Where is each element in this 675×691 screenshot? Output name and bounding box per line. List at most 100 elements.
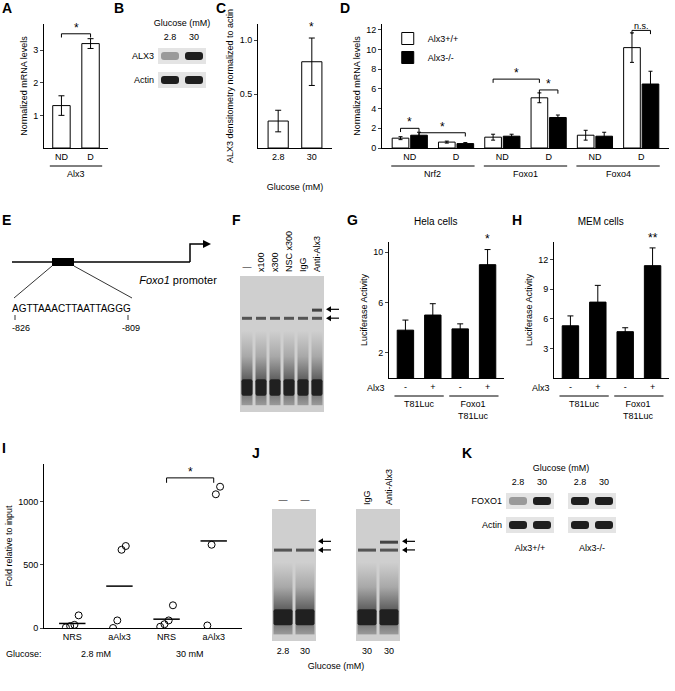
svg-text:Luciferase Activity: Luciferase Activity	[359, 273, 369, 346]
svg-text:-809: -809	[122, 323, 140, 333]
svg-text:ND: ND	[403, 152, 416, 162]
svg-text:30: 30	[189, 32, 199, 42]
svg-text:0: 0	[371, 143, 376, 153]
svg-text:Foxo1T81Luc: Foxo1T81Luc	[623, 399, 654, 421]
svg-text:ND: ND	[496, 152, 509, 162]
svg-text:ND: ND	[55, 152, 68, 162]
svg-text:6: 6	[543, 314, 548, 324]
svg-text:aAlx3: aAlx3	[202, 632, 225, 642]
svg-text:ALX3 densitometry normalized t: ALX3 densitometry normalized to actin	[225, 9, 235, 163]
svg-text:Foxo1: Foxo1	[513, 169, 538, 179]
svg-text:Glucose (mM): Glucose (mM)	[308, 661, 365, 671]
svg-text:30: 30	[599, 477, 609, 487]
svg-text:Normalized mRNA levels: Normalized mRNA levels	[19, 36, 29, 136]
svg-text:NSC x300: NSC x300	[284, 231, 294, 272]
svg-text:30 mM: 30 mM	[176, 649, 204, 659]
svg-text:2.8: 2.8	[277, 646, 290, 656]
svg-text:2.8: 2.8	[164, 32, 177, 42]
svg-text:**: **	[648, 231, 658, 245]
svg-text:-: -	[569, 382, 572, 392]
svg-text:-826: -826	[12, 323, 30, 333]
svg-text:*: *	[485, 232, 490, 246]
svg-text:Foxo1 promoter: Foxo1 promoter	[139, 274, 217, 286]
svg-text:IgG: IgG	[362, 490, 372, 505]
svg-text:1: 1	[33, 111, 38, 121]
svg-text:ALX3: ALX3	[132, 51, 154, 61]
svg-text:-: -	[624, 382, 627, 392]
svg-text:Glucose:: Glucose:	[6, 649, 42, 659]
svg-text:—: —	[301, 495, 310, 505]
svg-text:ND: ND	[588, 152, 601, 162]
svg-text:*: *	[546, 77, 551, 91]
svg-text:Luciferase Activity: Luciferase Activity	[524, 273, 534, 346]
svg-text:2: 2	[33, 78, 38, 88]
svg-text:Anti-Alx3: Anti-Alx3	[384, 469, 394, 505]
svg-text:Normalized mRNA levels: Normalized mRNA levels	[352, 36, 362, 136]
svg-text:6: 6	[378, 298, 383, 308]
svg-text:*: *	[440, 120, 445, 134]
svg-text:2.8 mM: 2.8 mM	[81, 649, 111, 659]
svg-text:9: 9	[543, 284, 548, 294]
svg-text:Anti-Alx3: Anti-Alx3	[312, 236, 322, 272]
svg-text:3: 3	[543, 344, 548, 354]
svg-text:Alx3: Alx3	[532, 383, 550, 393]
svg-text:aAlx3: aAlx3	[108, 632, 131, 642]
svg-text:30: 30	[362, 646, 372, 656]
svg-text:*: *	[309, 20, 314, 34]
svg-text:Alx3+/+: Alx3+/+	[515, 543, 546, 553]
svg-text:8: 8	[371, 64, 376, 74]
svg-text:T81Luc: T81Luc	[569, 399, 600, 409]
svg-text:Foxo1T81Luc: Foxo1T81Luc	[458, 399, 489, 421]
svg-text:10: 10	[366, 45, 376, 55]
svg-text:-: -	[404, 382, 407, 392]
svg-text:D: D	[87, 152, 94, 162]
svg-text:1000: 1000	[18, 497, 38, 507]
svg-text:1.0: 1.0	[240, 35, 253, 45]
svg-text:Glucose (mM): Glucose (mM)	[533, 463, 590, 473]
svg-text:Alx3-/-: Alx3-/-	[428, 53, 454, 63]
svg-text:12: 12	[538, 255, 548, 265]
svg-text:2: 2	[378, 348, 383, 358]
svg-text:MEM cells: MEM cells	[578, 216, 624, 227]
svg-text:+: +	[485, 382, 490, 392]
svg-text:FOXO1: FOXO1	[471, 496, 502, 506]
svg-text:*: *	[407, 115, 412, 129]
svg-text:0: 0	[33, 623, 38, 633]
svg-text:30: 30	[307, 152, 317, 162]
svg-text:-: -	[459, 382, 462, 392]
svg-text:x100: x100	[256, 252, 266, 272]
svg-text:30: 30	[537, 477, 547, 487]
svg-text:4: 4	[371, 104, 376, 114]
svg-text:D: D	[545, 152, 552, 162]
svg-text:2.8: 2.8	[512, 477, 525, 487]
svg-text:Fold relative to input: Fold relative to input	[4, 505, 14, 587]
svg-text:AGTTAAACTTAATTAGGG: AGTTAAACTTAATTAGGG	[12, 303, 131, 314]
svg-text:Alx3+/+: Alx3+/+	[428, 34, 459, 44]
svg-text:2.8: 2.8	[574, 477, 587, 487]
svg-text:n.s.: n.s.	[634, 21, 649, 31]
svg-text:30: 30	[384, 646, 394, 656]
svg-text:D: D	[453, 152, 460, 162]
svg-text:Nrf2: Nrf2	[424, 169, 441, 179]
svg-text:T81Luc: T81Luc	[404, 399, 435, 409]
svg-text:6: 6	[371, 84, 376, 94]
svg-text:NRS: NRS	[63, 632, 82, 642]
svg-text:500: 500	[23, 560, 38, 570]
svg-text:3: 3	[33, 45, 38, 55]
svg-text:Actin: Actin	[482, 520, 502, 530]
svg-text:2: 2	[371, 123, 376, 133]
svg-text:30: 30	[300, 646, 310, 656]
svg-text:*: *	[188, 465, 193, 479]
svg-text:Glucose (mM): Glucose (mM)	[154, 18, 211, 28]
svg-text:Glucose (mM): Glucose (mM)	[267, 182, 324, 192]
svg-text:10: 10	[373, 247, 383, 257]
svg-text:Alx3: Alx3	[67, 169, 85, 179]
svg-text:2.8: 2.8	[272, 152, 285, 162]
svg-text:0.5: 0.5	[240, 89, 253, 99]
svg-text:—: —	[279, 495, 288, 505]
svg-text:Hela cells: Hela cells	[414, 216, 457, 227]
svg-text:+: +	[595, 382, 600, 392]
svg-text:+: +	[430, 382, 435, 392]
svg-text:—: —	[243, 262, 252, 272]
svg-text:Alx3: Alx3	[367, 383, 385, 393]
